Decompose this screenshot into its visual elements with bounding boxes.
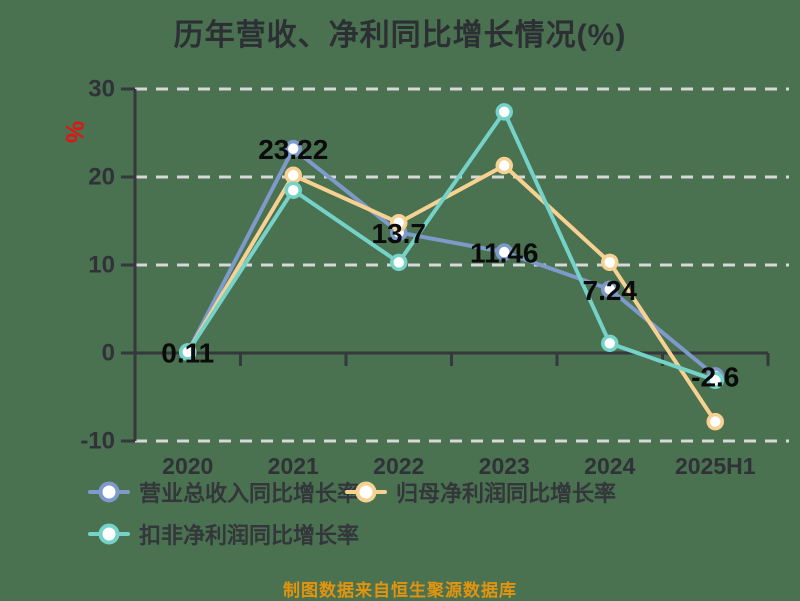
- legend-label: 归母净利润同比增长率: [396, 481, 617, 506]
- chart-title: 历年营收、净利同比增长情况(%): [173, 19, 627, 52]
- legend-marker-net-profit-icon: [345, 481, 387, 503]
- legend-label: 扣非净利润同比增长率: [139, 523, 360, 548]
- data-source-note: 制图数据来自恒生聚源数据库: [283, 581, 517, 600]
- legend-item-non-recurring-profit-growth: 扣非净利润同比增长率: [88, 521, 360, 548]
- legend-marker-non-recurring-icon: [88, 523, 130, 545]
- legend-marker-revenue-icon: [88, 481, 130, 503]
- legend-item-revenue-growth: 营业总收入同比增长率: [88, 479, 360, 506]
- legend-item-net-profit-growth: 归母净利润同比增长率: [345, 479, 617, 506]
- legend-label: 营业总收入同比增长率: [139, 481, 360, 506]
